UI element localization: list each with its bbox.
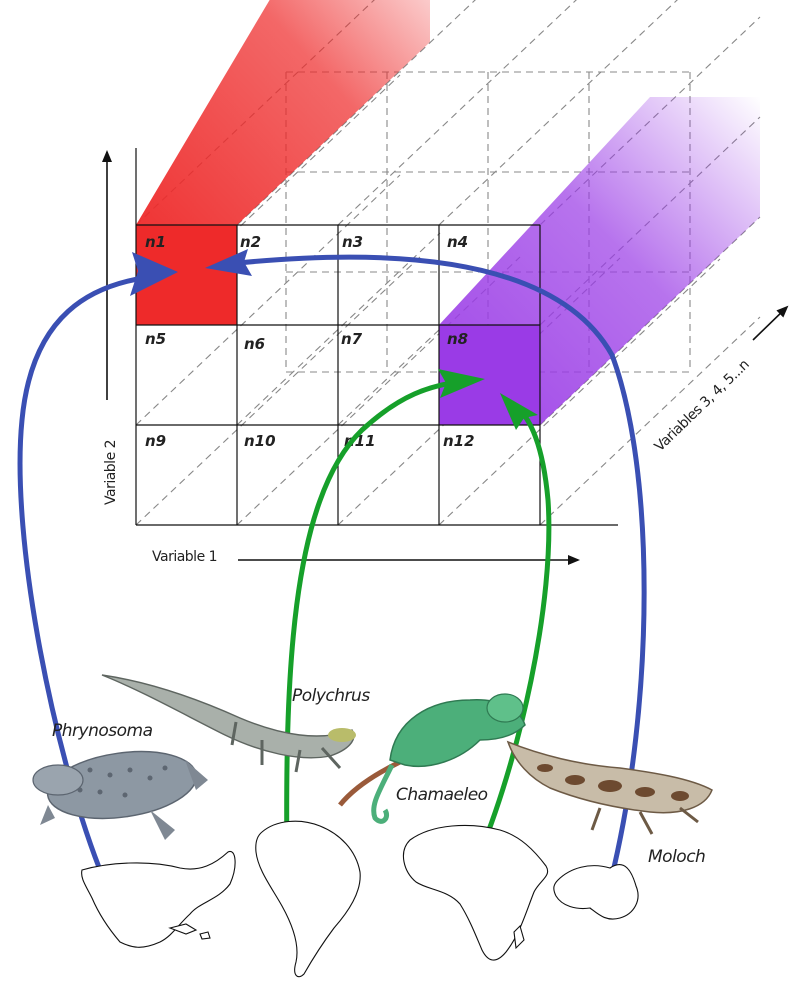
moloch-to-n1-arrow xyxy=(225,254,647,883)
cell-n4: n4 xyxy=(447,233,468,251)
purple-niche-tube xyxy=(439,97,760,425)
cell-n7: n7 xyxy=(341,330,363,348)
north-america-outline xyxy=(81,850,236,948)
cell-labels: n1 n2 n3 n4 n5 n6 n7 n8 n9 n10 n11 n12 xyxy=(145,233,475,450)
green-arrowhead-left xyxy=(438,369,485,398)
species-polychrus: Polychrus xyxy=(292,686,370,706)
cell-n1: n1 xyxy=(145,233,166,251)
continent-outlines xyxy=(81,820,639,978)
front-grid xyxy=(135,148,618,526)
cell-n8: n8 xyxy=(447,330,468,348)
species-chamaeleo: Chamaeleo xyxy=(396,785,488,805)
cell-n6: n6 xyxy=(244,335,265,353)
blue-convergence-arrows xyxy=(17,254,647,883)
species-moloch: Moloch xyxy=(648,847,705,867)
green-arrowhead-right xyxy=(500,393,538,430)
africa-outline xyxy=(402,824,549,961)
cell-n2: n2 xyxy=(240,233,261,251)
phrynosoma-lizard xyxy=(32,750,208,840)
z-axis-arrow xyxy=(752,305,789,341)
species-phrynosoma: Phrynosoma xyxy=(52,721,153,741)
chamaeleo-to-n8-arrow xyxy=(472,400,552,868)
cell-n12: n12 xyxy=(443,432,475,450)
red-niche-tube xyxy=(136,0,430,225)
caribbean-islands xyxy=(168,923,211,940)
polychrus-lizard xyxy=(101,674,356,773)
madagascar-outline xyxy=(513,924,525,950)
cell-n11: n11 xyxy=(344,432,376,450)
y-axis-label: Variable 2 xyxy=(103,440,119,505)
blue-arrowhead-right xyxy=(205,249,252,276)
cell-n5: n5 xyxy=(145,330,166,348)
moloch-lizard xyxy=(506,740,713,835)
blue-arrowhead-left xyxy=(130,252,178,296)
australia-outline xyxy=(553,864,639,920)
chamaeleo-lizard xyxy=(338,693,526,824)
x-axis-label: Variable 1 xyxy=(152,549,217,565)
phrynosoma-to-n1-arrow xyxy=(17,273,161,883)
south-america-outline xyxy=(255,820,361,978)
cell-n10: n10 xyxy=(244,432,276,450)
cell-n9: n9 xyxy=(145,432,166,450)
cell-n3: n3 xyxy=(342,233,363,251)
